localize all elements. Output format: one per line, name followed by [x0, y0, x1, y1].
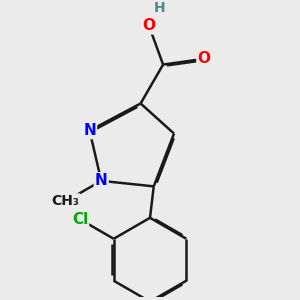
Text: O: O	[197, 51, 210, 66]
Text: N: N	[83, 123, 96, 138]
Text: CH₃: CH₃	[52, 194, 80, 208]
Text: N: N	[95, 173, 108, 188]
Text: H: H	[154, 1, 165, 15]
Text: Cl: Cl	[72, 212, 88, 227]
Text: O: O	[142, 18, 155, 33]
